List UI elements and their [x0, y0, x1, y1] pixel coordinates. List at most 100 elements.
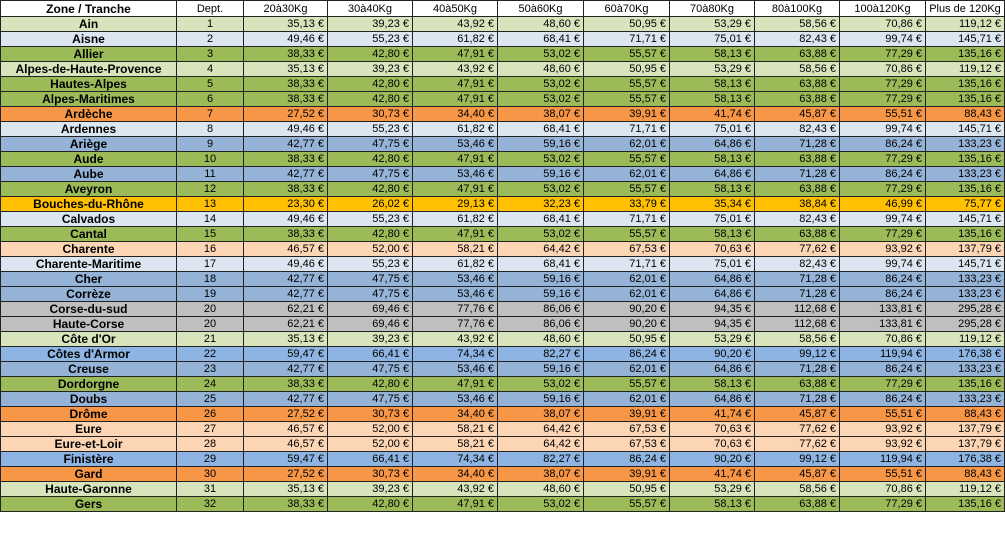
price-cell: 145,71 € [925, 256, 1005, 272]
price-cell: 75,01 € [669, 31, 755, 47]
price-cell: 52,00 € [327, 421, 413, 437]
price-cell: 34,40 € [412, 466, 498, 482]
table-row: Corrèze 19 42,77 €47,75 €53,46 €59,16 €62,… [0, 286, 1005, 302]
price-cell: 58,13 € [669, 91, 755, 107]
header-100-120kg: 100à120Kg [839, 0, 926, 17]
price-cell: 55,57 € [583, 376, 670, 392]
price-cell: 82,27 € [497, 451, 584, 467]
price-cell: 58,56 € [754, 61, 840, 77]
price-cell: 62,01 € [583, 271, 670, 287]
price-cell: 26,02 € [327, 196, 413, 212]
dept-cell: 18 [176, 271, 244, 287]
price-cell: 82,43 € [754, 256, 840, 272]
price-cell: 119,12 € [925, 481, 1005, 497]
price-cell: 59,16 € [497, 391, 584, 407]
price-cell: 38,07 € [497, 406, 584, 422]
price-cell: 70,86 € [839, 61, 926, 77]
table-row: Alpes-de-Haute-Provence 4 35,13 €39,23 €43… [0, 61, 1005, 77]
dept-cell: 21 [176, 331, 244, 347]
price-cell: 75,77 € [925, 196, 1005, 212]
price-cell: 38,33 € [243, 151, 328, 167]
price-cell: 43,92 € [412, 331, 498, 347]
price-cell: 53,02 € [497, 151, 584, 167]
price-cell: 38,33 € [243, 376, 328, 392]
dept-cell: 20 [176, 316, 244, 332]
price-cell: 61,82 € [412, 121, 498, 137]
price-cell: 53,29 € [669, 481, 755, 497]
price-cell: 119,94 € [839, 346, 926, 362]
price-cell: 133,23 € [925, 136, 1005, 152]
price-cell: 62,01 € [583, 391, 670, 407]
dept-cell: 10 [176, 151, 244, 167]
dept-cell: 1 [176, 16, 244, 32]
price-cell: 39,91 € [583, 406, 670, 422]
dept-cell: 26 [176, 406, 244, 422]
table-row: Aube 11 42,77 €47,75 €53,46 €59,16 €62,01 … [0, 166, 1005, 182]
price-cell: 63,88 € [754, 46, 840, 62]
price-cell: 53,29 € [669, 16, 755, 32]
price-cell: 53,46 € [412, 286, 498, 302]
price-cell: 77,62 € [754, 241, 840, 257]
zone-cell: Doubs [0, 391, 177, 407]
price-cell: 119,12 € [925, 331, 1005, 347]
zone-cell: Corse-du-sud [0, 301, 177, 317]
price-cell: 59,47 € [243, 451, 328, 467]
price-cell: 39,91 € [583, 106, 670, 122]
table-row: Bouches-du-Rhône 13 23,30 €26,02 €29,13 €3… [0, 196, 1005, 212]
price-cell: 71,71 € [583, 256, 670, 272]
price-cell: 47,75 € [327, 391, 413, 407]
price-cell: 47,91 € [412, 46, 498, 62]
price-cell: 86,24 € [839, 136, 926, 152]
price-cell: 39,23 € [327, 16, 413, 32]
price-cell: 59,16 € [497, 271, 584, 287]
price-cell: 42,80 € [327, 181, 413, 197]
zone-cell: Charente [0, 241, 177, 257]
price-cell: 23,30 € [243, 196, 328, 212]
table-row: Gers 32 38,33 €42,80 €47,91 €53,02 €55,57 … [0, 496, 1005, 512]
dept-cell: 5 [176, 76, 244, 92]
table-body: Ain 1 35,13 €39,23 €43,92 €48,60 €50,95 €5… [0, 16, 1005, 512]
price-cell: 33,79 € [583, 196, 670, 212]
price-cell: 53,02 € [497, 76, 584, 92]
zone-cell: Gers [0, 496, 177, 512]
price-cell: 61,82 € [412, 211, 498, 227]
dept-cell: 16 [176, 241, 244, 257]
zone-cell: Dordorgne [0, 376, 177, 392]
price-cell: 27,52 € [243, 406, 328, 422]
price-cell: 112,68 € [754, 316, 840, 332]
price-cell: 27,52 € [243, 106, 328, 122]
price-cell: 42,80 € [327, 151, 413, 167]
dept-cell: 17 [176, 256, 244, 272]
price-cell: 145,71 € [925, 211, 1005, 227]
price-cell: 49,46 € [243, 121, 328, 137]
price-cell: 59,16 € [497, 286, 584, 302]
price-cell: 58,13 € [669, 181, 755, 197]
price-cell: 46,57 € [243, 241, 328, 257]
price-cell: 61,82 € [412, 31, 498, 47]
price-cell: 58,13 € [669, 151, 755, 167]
price-cell: 47,91 € [412, 226, 498, 242]
price-cell: 38,33 € [243, 226, 328, 242]
table-row: Aude 10 38,33 €42,80 €47,91 €53,02 €55,57 … [0, 151, 1005, 167]
price-cell: 58,13 € [669, 376, 755, 392]
price-cell: 38,84 € [754, 196, 840, 212]
price-cell: 42,80 € [327, 91, 413, 107]
price-cell: 42,77 € [243, 136, 328, 152]
price-cell: 35,13 € [243, 481, 328, 497]
price-cell: 99,12 € [754, 451, 840, 467]
price-cell: 77,29 € [839, 151, 926, 167]
price-cell: 55,57 € [583, 76, 670, 92]
header-30-40kg: 30à40Kg [327, 0, 413, 17]
header-70-80kg: 70à80Kg [669, 0, 755, 17]
price-cell: 119,12 € [925, 61, 1005, 77]
price-cell: 64,86 € [669, 166, 755, 182]
price-cell: 71,28 € [754, 271, 840, 287]
price-cell: 70,63 € [669, 421, 755, 437]
price-cell: 38,33 € [243, 181, 328, 197]
price-cell: 69,46 € [327, 316, 413, 332]
price-cell: 52,00 € [327, 436, 413, 452]
table-row: Calvados 14 49,46 €55,23 €61,82 €68,41 €71… [0, 211, 1005, 227]
price-cell: 94,35 € [669, 301, 755, 317]
price-cell: 55,51 € [839, 106, 926, 122]
table-row: Ardennes 8 49,46 €55,23 €61,82 €68,41 €71,… [0, 121, 1005, 137]
